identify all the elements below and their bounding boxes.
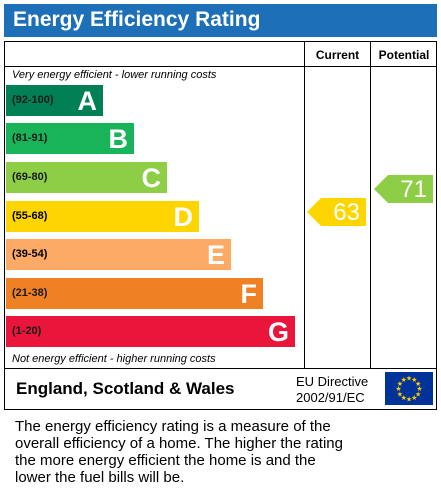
region-label: England, Scotland & Wales (16, 379, 235, 398)
top-note: Very energy efficient - lower running co… (12, 69, 217, 81)
eu-star-icon: ★ (397, 380, 403, 388)
eu-star-icon: ★ (415, 380, 421, 388)
eu-star-icon: ★ (401, 394, 407, 402)
band-range: (69-80) (12, 171, 48, 183)
description-line: The energy efficiency rating is a measur… (15, 418, 331, 435)
header-row-divider (4, 66, 437, 67)
eu-flag-icon: ★ ★ ★ ★ ★ ★ ★ ★ ★ ★ ★ ★ (385, 372, 433, 405)
description-text: The energy efficiency rating is a measur… (15, 418, 435, 486)
band-e: (39-54) E (6, 239, 231, 270)
band-letter: C (141, 163, 162, 193)
potential-rating-marker: 71 (374, 175, 433, 203)
band-range: (21-38) (12, 287, 48, 299)
description-line: lower the fuel bills will be. (15, 469, 185, 486)
band-letter: D (173, 202, 194, 232)
band-letter: E (206, 240, 225, 270)
eu-star-icon: ★ (397, 390, 403, 398)
band-g: (1-20) G (6, 316, 295, 347)
band-range: (92-100) (12, 94, 54, 106)
current-rating-arrow (307, 198, 366, 226)
band-letter: B (108, 124, 129, 154)
band-letter: F (240, 279, 258, 309)
eu-star-icon: ★ (411, 376, 417, 384)
band-c: (69-80) C (6, 162, 167, 193)
eu-star-icon: ★ (395, 385, 401, 393)
band-range: (81-91) (12, 132, 48, 144)
band-a: (92-100) A (6, 85, 103, 116)
current-rating-value: 63 (333, 199, 360, 226)
potential-rating-value: 71 (400, 176, 427, 203)
description-line: the more energy efficient the home is an… (15, 452, 316, 469)
band-range: (55-68) (12, 210, 48, 222)
description-line: overall efficiency of a home. The higher… (15, 435, 343, 452)
band-range: (39-54) (12, 248, 48, 260)
band-letter: A (77, 86, 98, 116)
potential-rating-arrow (374, 175, 433, 203)
eu-directive-line2: 2002/91/EC (296, 390, 365, 405)
page-title: Energy Efficiency Rating (13, 8, 261, 31)
band-d: (55-68) D (6, 201, 199, 232)
eu-directive: EU Directive 2002/91/EC (296, 374, 368, 406)
eu-star-icon: ★ (401, 376, 407, 384)
eu-star-icon: ★ (406, 396, 412, 404)
eu-star-icon: ★ (406, 375, 412, 383)
band-f: (21-38) F (6, 278, 263, 309)
band-range: (1-20) (12, 325, 42, 337)
column-header-current: Current (315, 48, 360, 62)
column-divider-potential (370, 41, 371, 369)
current-rating-marker: 63 (307, 198, 366, 226)
band-letter: G (267, 317, 289, 347)
footer-bar: England, Scotland & Wales EU Directive 2… (4, 369, 437, 410)
rating-chart-frame (4, 41, 437, 369)
bottom-note: Not energy efficient - higher running co… (12, 353, 216, 365)
eu-star-icon: ★ (411, 394, 417, 402)
title-bar: Energy Efficiency Rating (4, 4, 437, 37)
eu-directive-line1: EU Directive (296, 374, 369, 389)
band-b: (81-91) B (6, 123, 134, 154)
column-divider-current (304, 41, 305, 369)
eu-star-icon: ★ (416, 385, 422, 393)
column-header-potential: Potential (378, 48, 430, 62)
eu-star-icon: ★ (415, 390, 421, 398)
